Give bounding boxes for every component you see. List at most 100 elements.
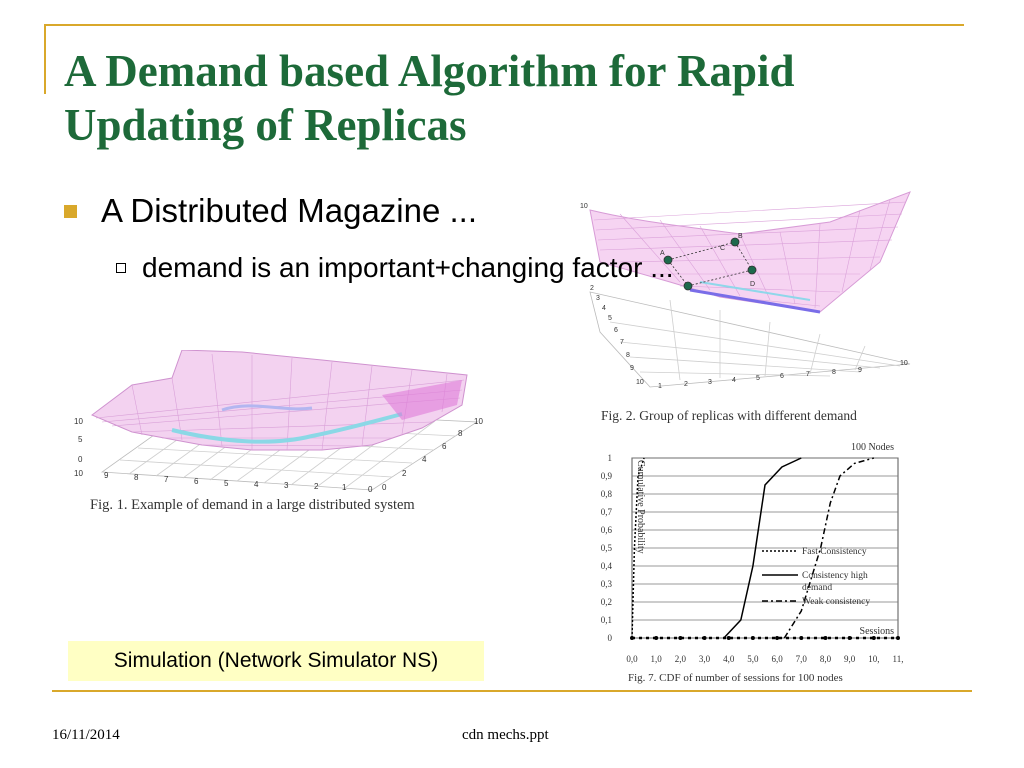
cdf-x-axis-marker: [726, 636, 731, 640]
cdf-title: 100 Nodes: [851, 442, 894, 453]
fig2-y-tick: 7: [620, 339, 624, 346]
cdf-x-tick-label: 6,0: [771, 654, 783, 664]
cdf-y-tick-label: 0,1: [601, 615, 612, 625]
cdf-x-tick-label: 2,0: [675, 654, 687, 664]
cdf-y-tick-label: 0,4: [601, 561, 613, 571]
cdf-x-tick-label: 1,0: [651, 654, 663, 664]
fig1-y-tick: 10: [474, 417, 483, 426]
fig2-y-tick: 10: [636, 379, 644, 386]
cdf-y-tick-label: 0,6: [601, 525, 613, 535]
slide-title: A Demand based Algorithm for Rapid Updat…: [64, 44, 964, 152]
fig2-node-label: B: [738, 233, 743, 240]
cdf-y-tick-label: 1: [608, 453, 613, 463]
fig1-y-tick: 0: [382, 483, 387, 492]
cdf-y-axis-label: Cumulative Probability: [635, 460, 646, 554]
fig1-y-tick: 6: [442, 442, 447, 451]
fig2-y-tick: 2: [590, 285, 594, 292]
simulation-label-box: Simulation (Network Simulator NS): [68, 641, 484, 681]
bullet-level-1: A Distributed Magazine ...: [64, 192, 477, 230]
fig1-x-tick: 5: [224, 479, 229, 488]
cdf-series: [631, 457, 875, 639]
fig7-caption: Fig. 7. CDF of number of sessions for 10…: [628, 672, 843, 684]
fig2-y-tick: 5: [608, 315, 612, 322]
footer-rule: [52, 690, 972, 692]
fig2-x-tick: 7: [806, 371, 810, 378]
frame-left-rule: [44, 24, 46, 94]
cdf-legend: Fast Consistency Consistency high demand We…: [762, 547, 870, 607]
cdf-x-ticks: 0,0 1,0 2,0 3,0 4,0 5,0 6,0 7,0 8,0 9,0 10, 11,: [626, 636, 903, 664]
cdf-x-axis-marker: [823, 636, 828, 640]
fig2-node-label: D: [750, 281, 755, 288]
fig1-x-tick: 3: [284, 481, 289, 490]
cdf-x-tick-label: 0,0: [626, 654, 638, 664]
bullet-level-2: demand is an important+changing factor .…: [116, 252, 674, 284]
fig2-y-tick: 6: [614, 327, 618, 334]
simulation-label: Simulation (Network Simulator NS): [113, 649, 439, 672]
cdf-series-line: [723, 457, 802, 639]
fig1-x-tick: 2: [314, 482, 319, 491]
cdf-y-tick-label: 0,2: [601, 597, 612, 607]
cdf-x-tick-label: 10,: [868, 654, 879, 664]
fig2-z-tick: 10: [580, 203, 588, 210]
fig1-caption: Fig. 1. Example of demand in a large dis…: [90, 497, 415, 513]
hollow-square-bullet-icon: [116, 263, 126, 273]
fig2-x-tick: 2: [684, 381, 688, 388]
fig2-x-tick: 3: [708, 379, 712, 386]
fig1-x-tick: 0: [368, 485, 373, 494]
fig1-x-tick: 10: [74, 469, 83, 478]
cdf-x-axis-marker: [896, 636, 900, 640]
footer-filename: cdn mechs.ppt: [462, 727, 549, 743]
fig2-x-tick: 10: [900, 360, 908, 367]
fig1-y-tick: 2: [402, 469, 407, 478]
fig2-floor-grid: [589, 291, 911, 388]
fig1-z-tick: 5: [78, 435, 83, 444]
fig1-x-tick: 9: [104, 471, 109, 480]
square-bullet-icon: [64, 204, 77, 218]
fig1-y-tick: 8: [458, 429, 463, 438]
cdf-x-tick-label: 7,0: [796, 654, 808, 664]
fig2-x-tick: 9: [858, 367, 862, 374]
fig2-y-tick: 8: [626, 352, 630, 359]
cdf-x-tick-label: 3,0: [699, 654, 711, 664]
cdf-x-tick-label: 9,0: [844, 654, 856, 664]
cdf-y-tick-label: 0,7: [601, 507, 613, 517]
frame-top-rule: [44, 24, 964, 26]
cdf-x-tick-label: 5,0: [747, 654, 759, 664]
cdf-x-tick-label: 11,: [893, 654, 904, 664]
cdf-legend-label-line: demand: [802, 583, 832, 593]
fig2-x-tick: 8: [832, 369, 836, 376]
cdf-y-tick-label: 0,3: [601, 579, 613, 589]
fig2-node-label: C: [720, 245, 725, 252]
fig2-caption: Fig. 2. Group of replicas with different…: [601, 408, 857, 423]
fig1-x-tick: 7: [164, 475, 169, 484]
footer-date: 16/11/2014: [52, 727, 120, 743]
cdf-x-tick-label: 8,0: [820, 654, 832, 664]
fig1-x-tick: 6: [194, 477, 199, 486]
cdf-legend-label-line: Consistency high: [802, 571, 868, 581]
fig2-y-tick: 3: [596, 295, 600, 302]
fig1-mesh: [91, 350, 468, 451]
bullet-2-text: demand is an important+changing factor .…: [142, 252, 674, 283]
cdf-x-axis-marker: [775, 636, 780, 640]
fig2-x-tick: 1: [658, 383, 662, 390]
cdf-y-tick-label: 0,8: [601, 489, 613, 499]
fig2-x-tick: 6: [780, 373, 784, 380]
fig2-x-tick: 4: [732, 377, 736, 384]
fig1-x-tick: 8: [134, 473, 139, 482]
title-line-1: A Demand based Algorithm for Rapid: [64, 46, 795, 96]
cdf-series-line: [631, 457, 645, 639]
figure-7-cdf-chart: 0 0,1 0,2 0,3 0,4 0,5 0,6 0,7 0,8 0,9 1 0,0 1,0 2,0 3…: [601, 442, 904, 664]
fig2-replica-nodes: [663, 237, 757, 291]
cdf-y-tick-label: 0,5: [601, 543, 613, 553]
fig2-x-tick: 5: [756, 375, 760, 382]
cdf-legend-label: Consistency high demand: [802, 571, 868, 593]
title-line-2: Updating of Replicas: [64, 100, 467, 150]
cdf-y-tick-label: 0: [608, 633, 613, 643]
cdf-x-axis-label: Sessions: [860, 626, 895, 637]
fig2-mesh: [589, 191, 911, 314]
cdf-y-ticks: 0 0,1 0,2 0,3 0,4 0,5 0,6 0,7 0,8 0,9 1: [601, 453, 613, 643]
cdf-y-tick-label: 0,9: [601, 471, 613, 481]
fig1-z-tick: 10: [74, 417, 83, 426]
fig1-y-tick: 4: [422, 455, 427, 464]
fig1-z-tick: 0: [78, 455, 83, 464]
